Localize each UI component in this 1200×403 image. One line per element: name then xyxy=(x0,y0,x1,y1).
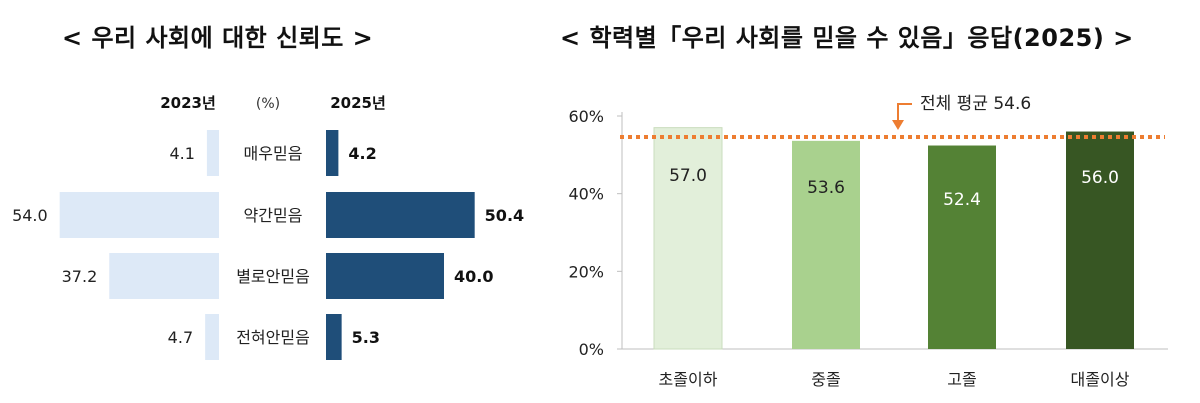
right-chart-title: < 학력별「우리 사회를 믿을 수 있음」응답(2025) > xyxy=(560,24,1134,52)
category-label-1: 매우믿음 xyxy=(244,144,303,163)
bar-2023-1 xyxy=(206,130,219,176)
edu-category-4: 대졸이상 xyxy=(1071,370,1130,389)
bar-2025-4 xyxy=(326,314,342,360)
header-2023: 2023년 xyxy=(160,94,216,112)
edu-bar-label-3: 52.4 xyxy=(943,190,981,210)
value-2025-2: 50.4 xyxy=(485,206,524,225)
value-2025-4: 5.3 xyxy=(352,328,380,347)
edu-category-1: 초졸이하 xyxy=(659,370,718,389)
category-label-4: 전혀안믿음 xyxy=(236,328,310,347)
average-callout-arrow-icon xyxy=(892,120,904,130)
bar-2023-4 xyxy=(205,314,219,360)
value-2023-2: 54.0 xyxy=(12,206,48,225)
trust-butterfly-chart: 2023년 (%) 2025년 4.1 4.2 매우믿음 54.0 50.4 약간믿음 37… xyxy=(12,94,524,360)
edu-bar-label-4: 56.0 xyxy=(1081,168,1119,188)
edu-bar-2 xyxy=(792,140,860,349)
category-label-3: 별로안믿음 xyxy=(236,267,310,286)
value-2023-3: 37.2 xyxy=(62,267,98,286)
left-chart-title: < 우리 사회에 대한 신뢰도 > xyxy=(62,24,374,52)
bar-2025-3 xyxy=(326,253,444,299)
bar-2025-1 xyxy=(326,130,339,176)
category-label-2: 약간믿음 xyxy=(244,206,303,225)
value-2025-3: 40.0 xyxy=(454,267,493,286)
y-tick-label-1: 0% xyxy=(579,340,604,359)
bar-2023-3 xyxy=(109,253,219,299)
y-tick-label-2: 20% xyxy=(568,262,604,281)
y-tick-label-3: 40% xyxy=(568,185,604,204)
edu-bar-4 xyxy=(1066,131,1134,349)
y-tick-label-4: 60% xyxy=(568,107,604,126)
bar-2025-2 xyxy=(326,192,475,238)
average-callout-line xyxy=(897,103,912,122)
edu-bar-3 xyxy=(928,145,996,349)
average-label: 전체 평균 54.6 xyxy=(920,94,1031,114)
bar-2023-2 xyxy=(59,192,220,238)
value-2023-1: 4.1 xyxy=(169,144,194,163)
edu-bar-label-1: 57.0 xyxy=(669,166,707,186)
header-2025: 2025년 xyxy=(330,94,386,112)
edu-bar-1 xyxy=(653,127,723,350)
header-unit: (%) xyxy=(256,96,280,112)
edu-category-2: 중졸 xyxy=(811,370,840,389)
edu-category-3: 고졸 xyxy=(947,370,976,389)
edu-bar-label-2: 53.6 xyxy=(807,178,845,198)
value-2023-4: 4.7 xyxy=(168,328,193,347)
value-2025-1: 4.2 xyxy=(348,144,376,163)
